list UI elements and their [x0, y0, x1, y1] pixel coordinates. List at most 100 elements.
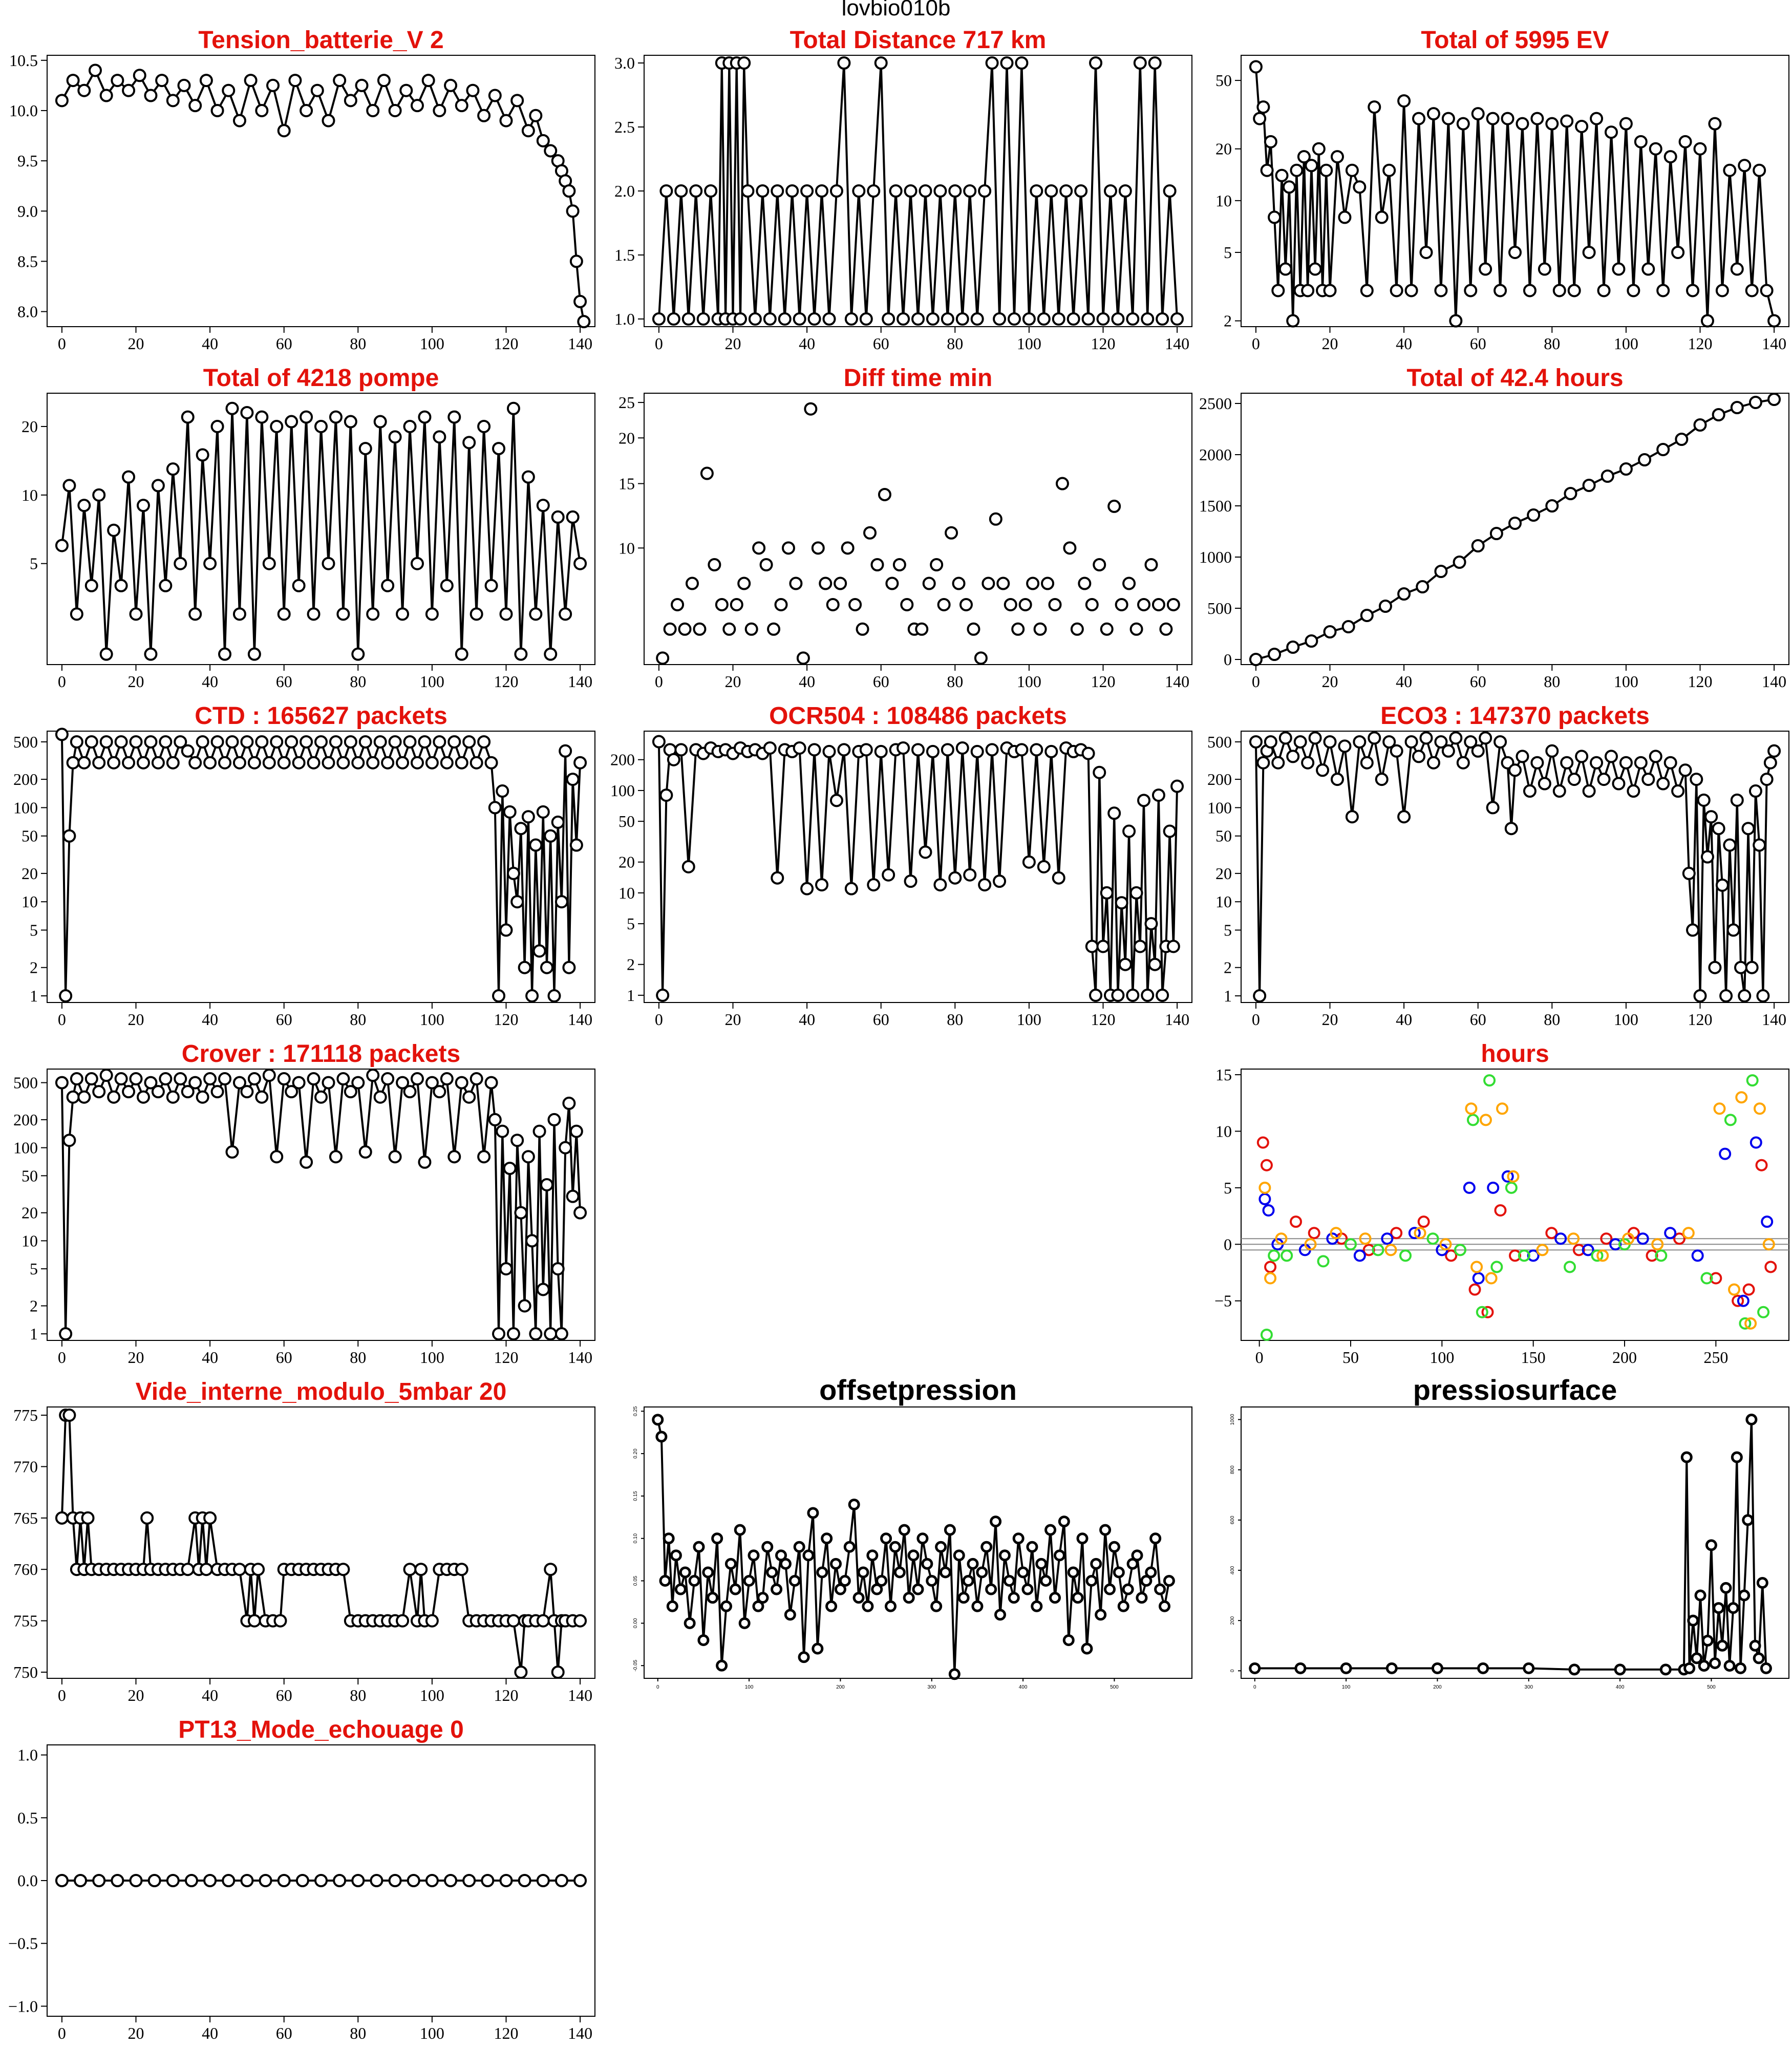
ocr-point — [1093, 765, 1106, 779]
ocr-ytick-label: 20 — [618, 853, 635, 871]
distance-xtick-label: 120 — [1091, 334, 1115, 353]
pompe-point — [188, 607, 202, 621]
ctd-point — [554, 895, 568, 909]
pressiosurface-point — [1716, 1639, 1729, 1652]
crover-point — [492, 1327, 506, 1341]
hours-marks — [1256, 1074, 1777, 1341]
pompe-point — [300, 410, 313, 424]
offset-point — [1072, 1592, 1084, 1604]
hourstotal-ytick-label: 0 — [1224, 650, 1232, 669]
ctd-point — [166, 756, 180, 770]
ev-point — [1663, 150, 1677, 164]
ctd-point — [307, 756, 321, 770]
pt13-point — [499, 1874, 513, 1887]
pt13-ytick-label: 0.0 — [17, 1871, 38, 1890]
tension-point — [355, 78, 369, 92]
pompe-point — [536, 499, 550, 513]
difftime-point — [663, 622, 677, 636]
ocr-xtick-label: 60 — [873, 1010, 889, 1029]
ctd-point — [70, 735, 83, 749]
eco3-point — [1649, 750, 1662, 763]
offset-point — [716, 1659, 728, 1672]
eco3-point — [1479, 731, 1492, 745]
difftime-point — [1166, 598, 1180, 611]
ev-point — [1282, 180, 1296, 194]
vide-ytick-label: 750 — [13, 1663, 38, 1681]
ctd-point — [470, 756, 483, 770]
eco3-xtick-label: 20 — [1322, 1010, 1338, 1029]
hourstotal-chart: Total of 42.4 hours 0 20 40 60 80 100 120 140 0 50… — [1199, 365, 1789, 691]
hourstotal-point — [1619, 462, 1633, 476]
ctd-ytick-label: 2 — [30, 958, 38, 977]
vide-point — [62, 1409, 76, 1422]
offset-point — [1159, 1600, 1170, 1612]
eco3-ytick-label: 100 — [1207, 798, 1232, 817]
pressiosurface-point — [1683, 1662, 1696, 1674]
vide-xtick-label: 80 — [350, 1686, 366, 1704]
crover-point — [547, 1113, 561, 1126]
offset-point — [916, 1532, 929, 1545]
ev-point — [1530, 112, 1544, 125]
ctd-point — [366, 756, 380, 770]
distance-point — [904, 184, 918, 198]
hours-point — [1742, 1283, 1755, 1296]
offset-point — [702, 1566, 714, 1578]
offset-point — [807, 1507, 819, 1519]
crover-point — [506, 1327, 520, 1341]
crover-point — [544, 1327, 558, 1341]
distance-point — [800, 184, 814, 198]
ev-point — [1767, 314, 1781, 328]
pompe-point — [210, 419, 224, 433]
ctd-point — [66, 756, 80, 770]
ctd-point — [477, 735, 491, 749]
pressiosurface-point — [1340, 1662, 1352, 1674]
eco3-point — [1582, 784, 1596, 798]
crover-point — [314, 1090, 328, 1104]
distance-point — [785, 184, 799, 198]
crover-point — [240, 1085, 254, 1099]
difftime-point — [1004, 598, 1017, 611]
hours-point — [1664, 1227, 1677, 1240]
offset-point — [1067, 1566, 1079, 1578]
vide-point — [425, 1614, 439, 1628]
ctd-point — [536, 805, 550, 819]
difftime-point — [974, 651, 988, 665]
pompe-point — [492, 442, 506, 456]
hours-point — [1264, 1261, 1277, 1273]
crover-point — [418, 1155, 432, 1169]
pressiosurface-point — [1659, 1663, 1672, 1676]
hours-xtick-label: 100 — [1430, 1348, 1454, 1367]
distance-point — [815, 184, 829, 198]
distance-point — [1052, 312, 1065, 326]
eco3-point — [1730, 793, 1744, 807]
pressiosurface-point — [1385, 1662, 1398, 1674]
eco3-point — [1700, 850, 1714, 864]
hourstotal-point — [1508, 517, 1522, 530]
offset-point — [1044, 1524, 1057, 1536]
crover-point — [196, 1090, 209, 1104]
ocr-plot-frame — [644, 731, 1192, 1003]
vide-point — [181, 1563, 195, 1576]
crover-point — [496, 1124, 509, 1138]
offset-point — [793, 1541, 805, 1553]
pt13-marks — [55, 1874, 587, 1887]
distance-marks — [652, 56, 1184, 326]
distance-point — [763, 312, 777, 326]
distance-point — [837, 56, 851, 70]
ctd-point — [525, 989, 539, 1003]
crover-point — [566, 1189, 580, 1203]
tension-point — [433, 103, 446, 117]
ocr-point — [656, 988, 670, 1002]
hourstotal-point — [1305, 634, 1318, 648]
ctd-point — [425, 756, 439, 770]
difftime-point — [834, 577, 847, 590]
pressiosurface-point — [1705, 1539, 1717, 1551]
offset-point — [659, 1575, 671, 1587]
ocr-point — [1100, 886, 1114, 900]
offset-point — [953, 1549, 965, 1562]
offset-point — [1040, 1575, 1052, 1587]
pompe-ytick-label: 20 — [22, 417, 38, 436]
ev-point — [1441, 112, 1455, 125]
distance-point — [741, 184, 755, 198]
crover-point — [425, 1076, 439, 1090]
